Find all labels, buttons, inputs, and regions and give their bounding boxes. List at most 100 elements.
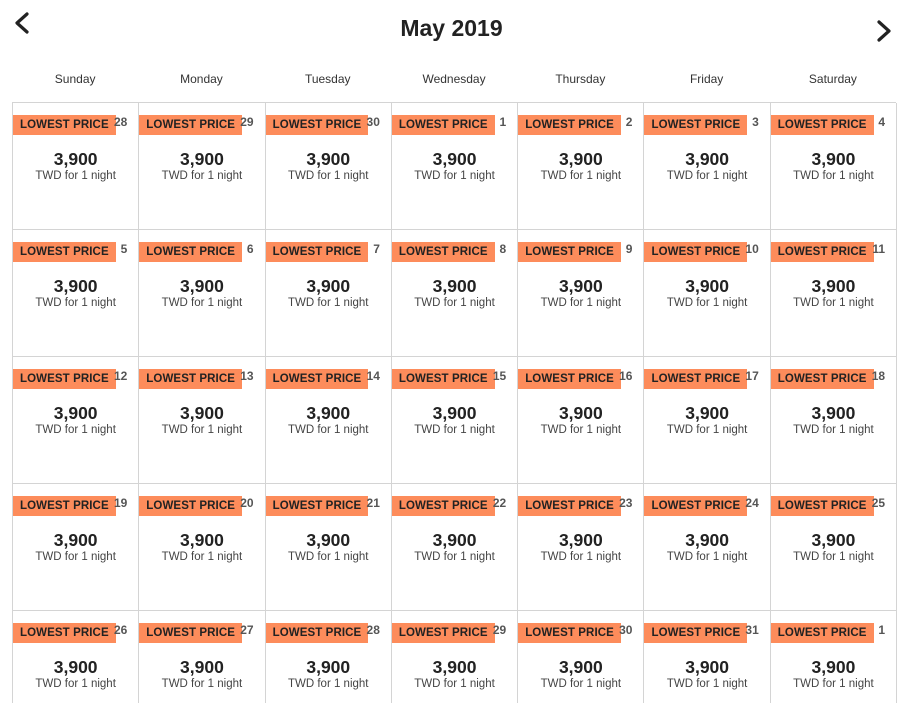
price-unit: TWD for 1 night (35, 170, 116, 182)
calendar-day-cell[interactable]: LOWEST PRICE 27 3,900 TWD for 1 night (139, 611, 266, 703)
calendar-day-cell[interactable]: LOWEST PRICE 4 3,900 TWD for 1 night (770, 103, 898, 230)
price-amount: 3,900 (558, 530, 603, 550)
calendar-day-cell[interactable]: LOWEST PRICE 19 3,900 TWD for 1 night (13, 484, 140, 611)
calendar-day-cell[interactable]: LOWEST PRICE 14 3,900 TWD for 1 night (265, 357, 392, 484)
weekday-sunday: Sunday (54, 72, 96, 86)
calendar-day-cell[interactable]: LOWEST PRICE 16 3,900 TWD for 1 night (518, 357, 645, 484)
day-number: 17 (745, 369, 759, 383)
price-amount: 3,900 (53, 530, 98, 550)
lowest-price-badge: LOWEST PRICE (518, 242, 621, 262)
price-unit: TWD for 1 night (161, 170, 243, 182)
calendar-day-cell[interactable]: LOWEST PRICE 24 3,900 TWD for 1 night (644, 484, 771, 611)
day-number: 21 (366, 496, 380, 510)
calendar-day-cell[interactable]: LOWEST PRICE 26 3,900 TWD for 1 night (13, 611, 140, 703)
day-number: 7 (373, 242, 380, 256)
lowest-price-badge: LOWEST PRICE (265, 623, 369, 643)
weekday-wednesday: Wednesday (422, 72, 486, 86)
day-number: 28 (113, 115, 128, 129)
calendar-day-cell[interactable]: LOWEST PRICE 15 3,900 TWD for 1 night (391, 357, 519, 484)
calendar-day-cell[interactable]: LOWEST PRICE 12 3,900 TWD for 1 night (13, 357, 140, 484)
chevron-right-icon (877, 20, 891, 42)
day-number: 31 (745, 623, 759, 637)
calendar-day-cell[interactable]: LOWEST PRICE 10 3,900 TWD for 1 night (644, 230, 771, 357)
calendar-day-cell[interactable]: LOWEST PRICE 21 3,900 TWD for 1 night (265, 484, 392, 611)
calendar-day-cell[interactable]: LOWEST PRICE 31 3,900 TWD for 1 night (644, 611, 771, 703)
price-amount: 3,900 (306, 403, 351, 423)
lowest-price-badge: LOWEST PRICE (265, 115, 369, 135)
calendar-day-cell[interactable]: LOWEST PRICE 11 3,900 TWD for 1 night (770, 230, 898, 357)
calendar-day-cell[interactable]: LOWEST PRICE 1 3,900 TWD for 1 night (770, 611, 898, 703)
price-amount: 3,900 (180, 276, 224, 296)
lowest-price-badge: LOWEST PRICE (518, 623, 621, 643)
calendar-day-cell[interactable]: LOWEST PRICE 3 3,900 TWD for 1 night (644, 103, 771, 230)
day-number: 11 (872, 242, 886, 256)
price-amount: 3,900 (685, 276, 730, 296)
calendar-day-cell[interactable]: LOWEST PRICE 7 3,900 TWD for 1 night (265, 230, 392, 357)
day-number: 1 (878, 623, 886, 637)
calendar-day-cell[interactable]: LOWEST PRICE 23 3,900 TWD for 1 night (518, 484, 645, 611)
day-number: 30 (366, 115, 380, 129)
lowest-price-badge: LOWEST PRICE (391, 242, 495, 262)
price-unit: TWD for 1 night (287, 297, 369, 309)
calendar-day-cell[interactable]: LOWEST PRICE 1 3,900 TWD for 1 night (391, 103, 519, 230)
day-number: 23 (619, 496, 633, 510)
lowest-price-badge: LOWEST PRICE (518, 369, 621, 389)
price-unit: TWD for 1 night (287, 551, 369, 563)
price-unit: TWD for 1 night (540, 678, 622, 690)
weekday-tuesday: Tuesday (304, 72, 351, 86)
lowest-price-badge: LOWEST PRICE (644, 242, 748, 262)
next-month-button[interactable] (872, 18, 898, 48)
price-unit: TWD for 1 night (540, 170, 622, 182)
lowest-price-badge: LOWEST PRICE (644, 369, 748, 389)
weekday-saturday: Saturday (808, 72, 857, 86)
price-unit: TWD for 1 night (793, 170, 874, 182)
price-unit: TWD for 1 night (793, 678, 874, 690)
price-amount: 3,900 (53, 657, 98, 677)
lowest-price-badge: LOWEST PRICE (139, 496, 243, 516)
calendar-day-cell[interactable]: LOWEST PRICE 5 3,900 TWD for 1 night (13, 230, 140, 357)
price-unit: TWD for 1 night (793, 297, 874, 309)
calendar-day-cell[interactable]: LOWEST PRICE 20 3,900 TWD for 1 night (139, 484, 266, 611)
lowest-price-badge: LOWEST PRICE (770, 369, 874, 389)
calendar-day-cell[interactable]: LOWEST PRICE 6 3,900 TWD for 1 night (139, 230, 266, 357)
day-number: 25 (871, 496, 886, 510)
calendar-day-cell[interactable]: LOWEST PRICE 29 3,900 TWD for 1 night (391, 611, 519, 703)
price-amount: 3,900 (685, 657, 730, 677)
day-number: 27 (240, 623, 254, 637)
day-number: 15 (492, 369, 507, 383)
price-unit: TWD for 1 night (540, 297, 622, 309)
calendar-day-cell[interactable]: LOWEST PRICE 8 3,900 TWD for 1 night (391, 230, 519, 357)
day-number: 12 (113, 369, 128, 383)
day-number: 20 (240, 496, 254, 510)
lowest-price-badge: LOWEST PRICE (644, 496, 748, 516)
calendar-day-cell[interactable]: LOWEST PRICE 25 3,900 TWD for 1 night (770, 484, 898, 611)
calendar-day-cell[interactable]: LOWEST PRICE 30 3,900 TWD for 1 night (265, 103, 392, 230)
price-unit: TWD for 1 night (414, 170, 495, 182)
day-number: 14 (366, 369, 380, 383)
calendar-day-cell[interactable]: LOWEST PRICE 28 3,900 TWD for 1 night (13, 103, 140, 230)
price-amount: 3,900 (53, 149, 98, 169)
price-unit: TWD for 1 night (414, 678, 495, 690)
price-unit: TWD for 1 night (666, 297, 748, 309)
lowest-price-badge: LOWEST PRICE (770, 115, 874, 135)
lowest-price-badge: LOWEST PRICE (391, 369, 495, 389)
prev-month-button[interactable] (9, 10, 35, 40)
calendar-day-cell[interactable]: LOWEST PRICE 22 3,900 TWD for 1 night (391, 484, 519, 611)
calendar-day-cell[interactable]: LOWEST PRICE 13 3,900 TWD for 1 night (139, 357, 266, 484)
price-amount: 3,900 (306, 276, 351, 296)
price-unit: TWD for 1 night (161, 551, 243, 563)
lowest-price-badge: LOWEST PRICE (13, 115, 116, 135)
lowest-price-badge: LOWEST PRICE (644, 115, 748, 135)
calendar-day-cell[interactable]: LOWEST PRICE 9 3,900 TWD for 1 night (518, 230, 645, 357)
calendar-day-cell[interactable]: LOWEST PRICE 30 3,900 TWD for 1 night (518, 611, 645, 703)
weekday-monday: Monday (180, 72, 223, 86)
day-number: 2 (625, 115, 633, 129)
price-unit: TWD for 1 night (161, 297, 243, 309)
calendar-day-cell[interactable]: LOWEST PRICE 2 3,900 TWD for 1 night (518, 103, 645, 230)
calendar-day-cell[interactable]: LOWEST PRICE 18 3,900 TWD for 1 night (770, 357, 898, 484)
calendar-day-cell[interactable]: LOWEST PRICE 17 3,900 TWD for 1 night (644, 357, 771, 484)
calendar-day-cell[interactable]: LOWEST PRICE 29 3,900 TWD for 1 night (139, 103, 266, 230)
price-unit: TWD for 1 night (287, 424, 369, 436)
calendar-day-cell[interactable]: LOWEST PRICE 28 3,900 TWD for 1 night (265, 611, 392, 703)
day-number: 29 (492, 623, 507, 637)
